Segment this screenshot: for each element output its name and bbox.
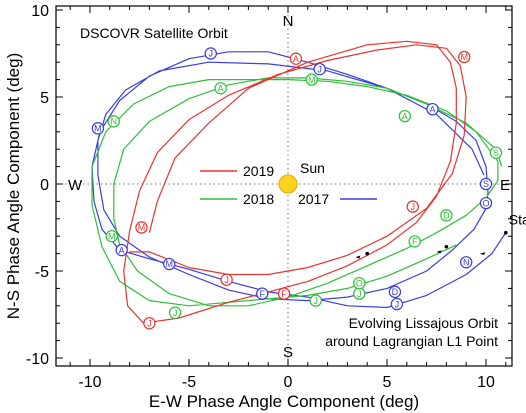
annotation-line-1: Evolving Lissajous Orbit — [349, 315, 499, 331]
annotation-line-2: around Lagrangian L1 Point — [325, 333, 498, 349]
x-tick-label-0: -10 — [78, 374, 101, 391]
month-marker-label-2018-8: S — [493, 148, 499, 158]
month-marker-2017-0 — [390, 297, 404, 311]
month-marker-2019-0 — [220, 273, 233, 286]
x-tick-label-3: 5 — [383, 374, 392, 391]
month-marker-2017-7 — [426, 102, 439, 116]
month-marker-2019-1 — [277, 287, 291, 300]
compass-east: E — [500, 177, 510, 194]
month-marker-label-2017-7: A — [430, 104, 436, 114]
month-marker-label-2018-7: A — [402, 111, 408, 121]
month-marker-label-2018-5: J — [173, 308, 178, 318]
month-marker-label-2017-5: J — [209, 49, 214, 59]
x-axis-title: E-W Phase Angle Component (deg) — [149, 392, 419, 411]
month-marker-2018-9 — [353, 276, 366, 290]
month-marker-2018-3 — [214, 82, 227, 95]
month-marker-label-2017-10: N — [463, 258, 470, 268]
month-marker-2017-1 — [256, 287, 269, 300]
month-marker-2018-5 — [168, 306, 182, 319]
month-marker-label-2017-8: S — [483, 179, 489, 189]
month-marker-label-2018-9: O — [356, 278, 363, 288]
month-marker-2017-6 — [313, 62, 326, 76]
month-marker-label-2018-2: M — [308, 75, 316, 85]
x-tick-label-4: 10 — [477, 374, 495, 391]
compass-west: W — [68, 177, 83, 194]
direction-dot-1 — [444, 244, 449, 249]
month-marker-label-2018-3: A — [218, 84, 224, 94]
month-marker-2017-2 — [162, 257, 176, 271]
month-marker-2018-7 — [398, 109, 412, 123]
legend-label-2017: 2017 — [298, 191, 329, 207]
y-tick-label-1: -5 — [35, 264, 49, 281]
x-tick-label-1: -5 — [182, 374, 196, 391]
month-marker-label-2017-2: M — [165, 259, 173, 269]
month-marker-2017-3 — [115, 243, 128, 257]
month-marker-2018-1 — [408, 235, 421, 248]
plot-frame — [55, 5, 513, 367]
month-marker-label-2017-1: F — [260, 289, 266, 299]
month-marker-label-2019-6: J — [147, 318, 152, 328]
month-marker-2018-10 — [107, 115, 120, 128]
legend-label-2018: 2018 — [243, 191, 274, 207]
month-marker-2019-6 — [143, 317, 156, 330]
month-marker-label-2018-11: D — [443, 211, 450, 221]
month-marker-2019-4 — [458, 50, 471, 64]
month-marker-2017-5 — [204, 47, 217, 60]
month-marker-label-2018-6: J — [313, 296, 318, 306]
start-label: Start — [509, 212, 526, 228]
month-marker-2018-4 — [105, 229, 118, 243]
month-marker-2017-11 — [388, 285, 402, 299]
month-marker-2018-11 — [440, 209, 453, 222]
x-tick-label-2: 0 — [284, 374, 293, 391]
month-marker-2019-5 — [406, 200, 419, 213]
month-marker-2019-2 — [135, 221, 148, 234]
month-marker-label-2018-0: J — [357, 289, 362, 299]
compass-north: N — [283, 13, 294, 30]
month-marker-label-2017-9: O — [482, 198, 489, 208]
sun-marker — [278, 174, 298, 194]
month-marker-2018-2 — [305, 73, 318, 86]
month-marker-label-2018-10: N — [111, 117, 118, 127]
month-marker-label-2017-0: J — [395, 299, 400, 309]
orbit-line-2017 — [91, 51, 507, 309]
month-marker-label-2017-11: D — [392, 287, 399, 297]
month-marker-2019-3 — [289, 52, 303, 65]
direction-arrow-2 — [480, 252, 486, 256]
month-marker-label-2019-5: J — [410, 202, 415, 212]
month-marker-2018-6 — [309, 294, 322, 307]
direction-arrow-1 — [436, 250, 442, 254]
month-marker-label-2017-6: J — [317, 64, 322, 74]
month-marker-2018-8 — [489, 146, 503, 159]
legend-label-2019: 2019 — [243, 163, 274, 179]
sun-label: Sun — [300, 160, 325, 176]
month-marker-label-2019-4: M — [460, 52, 468, 62]
direction-dot-0 — [365, 251, 370, 256]
month-marker-label-2019-2: M — [138, 223, 146, 233]
y-tick-label-2: 0 — [40, 177, 49, 194]
direction-arrow-0 — [355, 255, 361, 259]
month-marker-label-2019-1: F — [281, 289, 287, 299]
month-marker-label-2017-4: M — [94, 124, 102, 134]
month-marker-2017-8 — [479, 177, 493, 191]
start-point — [504, 230, 508, 235]
month-marker-label-2017-3: A — [119, 245, 125, 255]
y-tick-label-4: 10 — [31, 3, 49, 20]
orbit-line-2019 — [123, 40, 467, 324]
month-marker-2017-10 — [460, 256, 473, 269]
month-marker-label-2019-0: J — [224, 275, 229, 285]
y-axis-title: N-S Phase Angle Component (deg) — [4, 53, 23, 320]
orbit-line-2018 — [91, 77, 503, 307]
compass-south: S — [283, 344, 293, 361]
y-tick-label-0: -10 — [26, 351, 49, 368]
month-marker-label-2018-4: M — [108, 231, 116, 241]
y-tick-label-3: 5 — [40, 90, 49, 107]
month-marker-label-2018-1: F — [412, 237, 418, 247]
month-marker-2017-9 — [479, 196, 493, 210]
month-marker-2017-4 — [91, 122, 105, 135]
chart-title: DSCOVR Satellite Orbit — [80, 25, 228, 41]
month-marker-label-2019-3: A — [293, 54, 299, 64]
